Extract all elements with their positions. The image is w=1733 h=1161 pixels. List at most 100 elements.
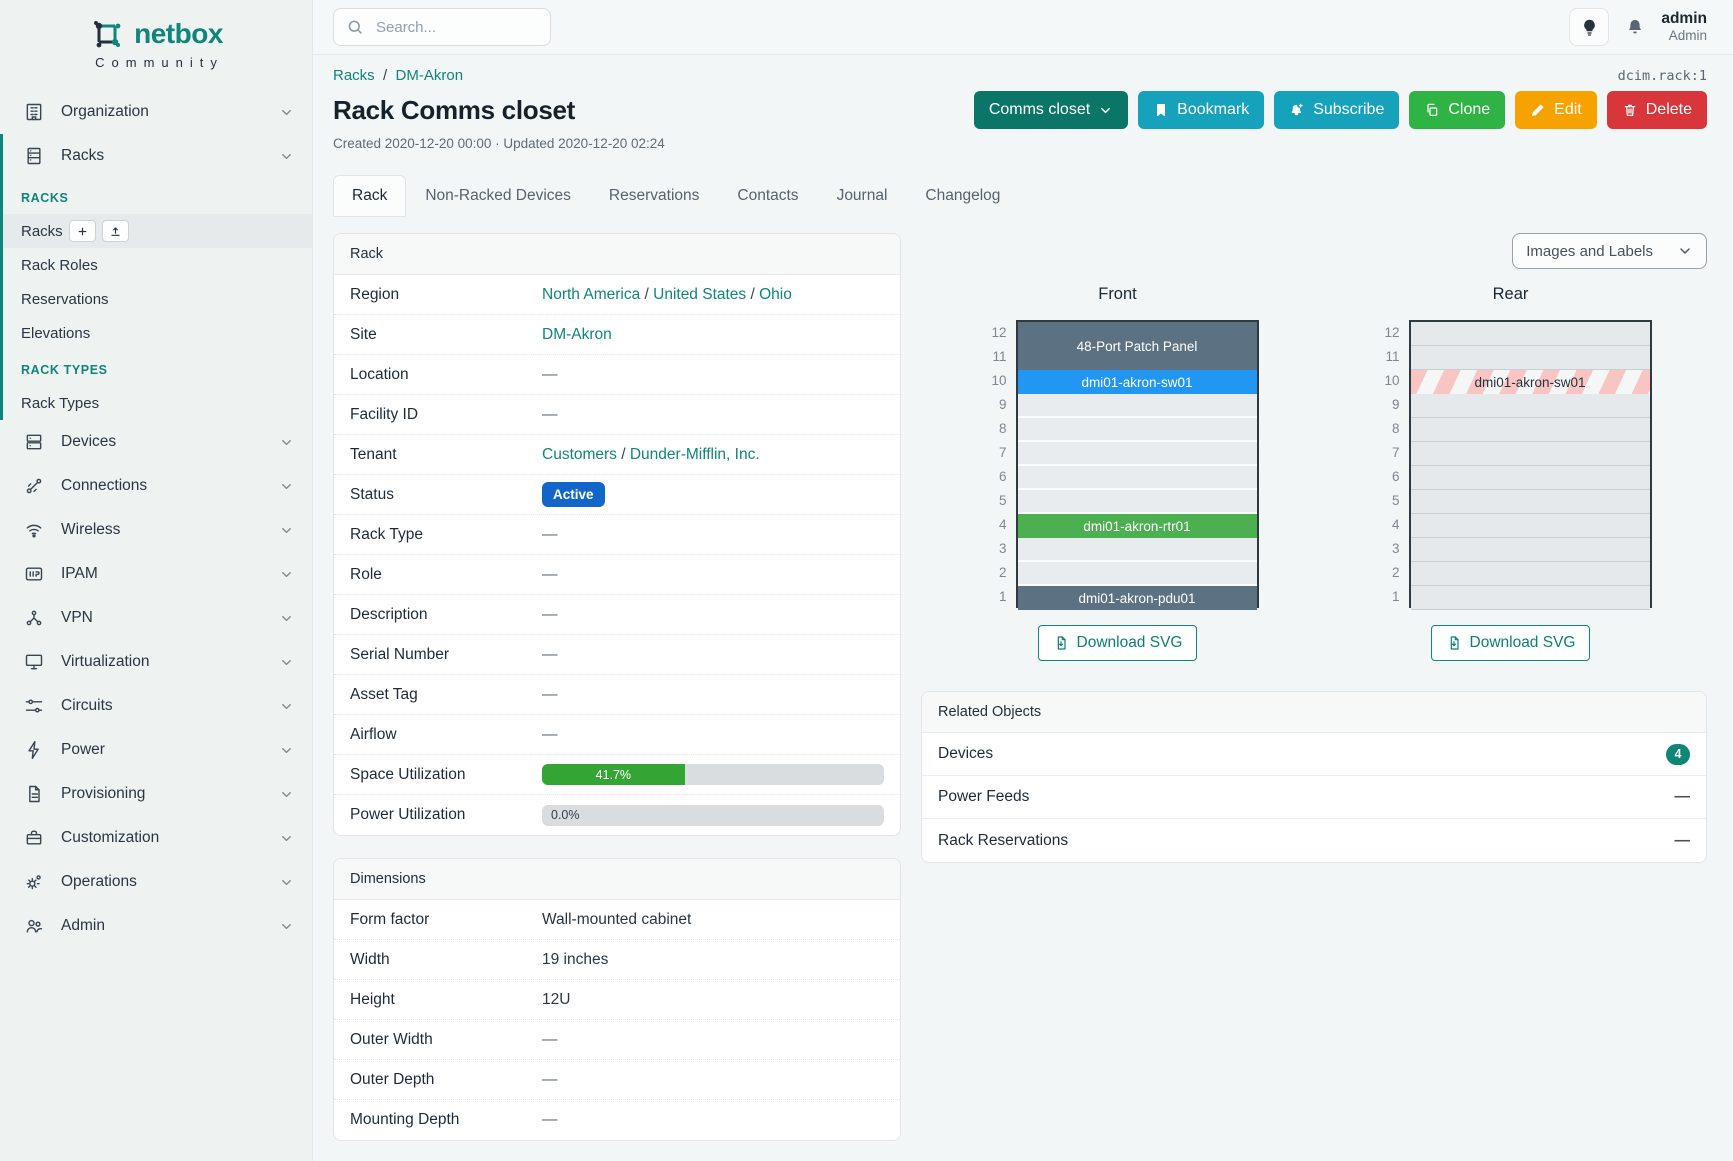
search-box[interactable] [333, 8, 551, 46]
dimensions-panel: Dimensions Form factor Wall-mounted cabin… [333, 858, 901, 1141]
sidebar-item-virtualization[interactable]: Virtualization [0, 640, 312, 684]
rack-elevation-diagram: 48-Port Patch Panel dmi01-akron-sw01 dmi01… [1015, 320, 1259, 610]
theme-toggle-button[interactable] [1569, 8, 1610, 46]
sidebar-subitem-rack-roles[interactable]: Rack Roles [3, 248, 312, 282]
rack-icon [27, 147, 41, 165]
sidebar-item-organization[interactable]: Organization [0, 90, 312, 134]
user-name: admin [1661, 9, 1707, 27]
elevation-view-select[interactable]: Images and Labels [1512, 233, 1707, 269]
empty-rack-unit[interactable] [1017, 538, 1257, 562]
elevation-rear: Rear 12 11 10 9 8 7 6 5 4 3 2 1 dmi01-akron-sw01 Downl… [1370, 285, 1652, 661]
clone-button[interactable]: Clone [1409, 91, 1506, 129]
sidebar-subitem-elevations[interactable]: Elevations [3, 316, 312, 350]
breadcrumb-link-racks[interactable]: Racks [333, 67, 375, 84]
empty-value: — [542, 685, 558, 703]
tab-reservations[interactable]: Reservations [608, 187, 700, 204]
sidebar-item-vpn[interactable]: VPN [0, 596, 312, 640]
empty-rack-unit[interactable] [1410, 562, 1650, 586]
empty-rack-unit[interactable] [1017, 466, 1257, 490]
comms-closet-dropdown[interactable]: Comms closet [973, 91, 1129, 129]
sidebar-item-circuits[interactable]: Circuits [0, 684, 312, 728]
sidebar-item-devices[interactable]: Devices [0, 420, 312, 464]
unit-number: 8 [1391, 420, 1400, 436]
value-link[interactable]: DM-Akron [542, 325, 612, 343]
value-link[interactable]: North America [542, 285, 641, 303]
unit-number: 10 [1384, 372, 1400, 388]
subscribe-button[interactable]: Subscribe [1274, 91, 1400, 129]
logo-area[interactable]: netbox Community [0, 0, 312, 76]
empty-rack-unit[interactable] [1410, 322, 1650, 346]
empty-rack-unit[interactable] [1410, 514, 1650, 538]
sidebar-item-racks[interactable]: Racks [3, 134, 312, 178]
sidebar-item-label: Operations [61, 873, 137, 890]
rack-device-48-port-patch-panel[interactable]: 48-Port Patch Panel [1017, 322, 1257, 370]
empty-rack-unit[interactable] [1017, 490, 1257, 514]
notifications-bell-icon[interactable] [1625, 17, 1645, 37]
sidebar-item-admin[interactable]: Admin [0, 904, 312, 948]
brand-community-label: Community [95, 55, 224, 70]
sidebar-item-connections[interactable]: Connections [0, 464, 312, 508]
rack-device-dmi01-akron-sw01[interactable]: dmi01-akron-sw01 [1017, 370, 1257, 394]
sidebar-item-power[interactable]: Power [0, 728, 312, 772]
bookmark-button[interactable]: Bookmark [1138, 91, 1265, 129]
upload-icon [111, 226, 120, 236]
user-menu[interactable]: admin Admin [1661, 10, 1707, 45]
related-row-power-feeds[interactable]: Power Feeds — [922, 776, 1706, 819]
tab-changelog[interactable]: Changelog [925, 187, 1001, 204]
dimensions-panel-rows: Form factor Wall-mounted cabinet Width 19 i… [334, 900, 900, 1140]
empty-rack-unit[interactable] [1410, 586, 1650, 610]
sidebar-item-provisioning[interactable]: Provisioning [0, 772, 312, 816]
sidebar-subitem-racks[interactable]: Racks [3, 214, 312, 248]
copy-icon [1427, 103, 1438, 116]
chevron-down-icon [282, 923, 291, 929]
empty-rack-unit[interactable] [1017, 442, 1257, 466]
empty-rack-unit[interactable] [1017, 418, 1257, 442]
breadcrumb-link-site[interactable]: DM-Akron [395, 67, 464, 84]
add-rack-button[interactable] [68, 220, 96, 242]
search-input[interactable] [374, 17, 524, 37]
value-link[interactable]: United States [653, 285, 747, 303]
value-link[interactable]: Dunder-Mifflin, Inc. [629, 445, 760, 463]
rack-device-dmi01-akron-pdu01[interactable]: dmi01-akron-pdu01 [1017, 586, 1257, 610]
sidebar-subitem-rack-types[interactable]: Rack Types [3, 386, 312, 420]
download-svg-button[interactable]: Download SVG [1430, 625, 1591, 661]
sidebar-item-operations[interactable]: Operations [0, 860, 312, 904]
page-content: Racks / DM-Akron dcim.rack:1 Rack Comms … [313, 55, 1733, 1161]
user-role: Admin [1668, 28, 1707, 44]
empty-rack-unit[interactable] [1410, 538, 1650, 562]
tab-rack[interactable]: Rack [333, 175, 407, 217]
empty-rack-unit[interactable] [1410, 346, 1650, 370]
server-icon [26, 434, 42, 450]
sidebar-item-wireless[interactable]: Wireless [0, 508, 312, 552]
empty-rack-unit[interactable] [1410, 418, 1650, 442]
value-link[interactable]: Customers [542, 445, 617, 463]
sidebar-item-customization[interactable]: Customization [0, 816, 312, 860]
field-row-outer-width: Outer Width — [334, 1020, 900, 1060]
utilization-label: 0.0% [551, 808, 580, 822]
unit-number: 7 [1391, 444, 1400, 460]
field-label: Form factor [350, 910, 430, 928]
tab-journal[interactable]: Journal [836, 187, 888, 204]
sidebar-subitem-reservations[interactable]: Reservations [3, 282, 312, 316]
button-label: Comms closet [988, 101, 1091, 118]
related-row-devices[interactable]: Devices 4 [922, 733, 1706, 776]
rack-device-dmi01-akron-sw01[interactable]: dmi01-akron-sw01 [1410, 370, 1650, 394]
value-link[interactable]: Ohio [759, 285, 792, 303]
import-rack-button[interactable] [101, 220, 129, 242]
wifi-icon [26, 524, 42, 538]
tab-contacts[interactable]: Contacts [737, 187, 799, 204]
empty-rack-unit[interactable] [1410, 394, 1650, 418]
tab-non-racked-devices[interactable]: Non-Racked Devices [425, 187, 571, 204]
sidebar-item-ipam[interactable]: IPAM [0, 552, 312, 596]
empty-rack-unit[interactable] [1017, 394, 1257, 418]
empty-value: — [542, 645, 558, 663]
delete-button[interactable]: Delete [1606, 91, 1707, 129]
edit-button[interactable]: Edit [1515, 91, 1597, 129]
empty-rack-unit[interactable] [1410, 490, 1650, 514]
empty-rack-unit[interactable] [1410, 442, 1650, 466]
empty-rack-unit[interactable] [1017, 562, 1257, 586]
download-svg-button[interactable]: Download SVG [1037, 625, 1198, 661]
related-row-rack-reservations[interactable]: Rack Reservations — [922, 819, 1706, 862]
rack-device-dmi01-akron-rtr01[interactable]: dmi01-akron-rtr01 [1017, 514, 1257, 538]
empty-rack-unit[interactable] [1410, 466, 1650, 490]
